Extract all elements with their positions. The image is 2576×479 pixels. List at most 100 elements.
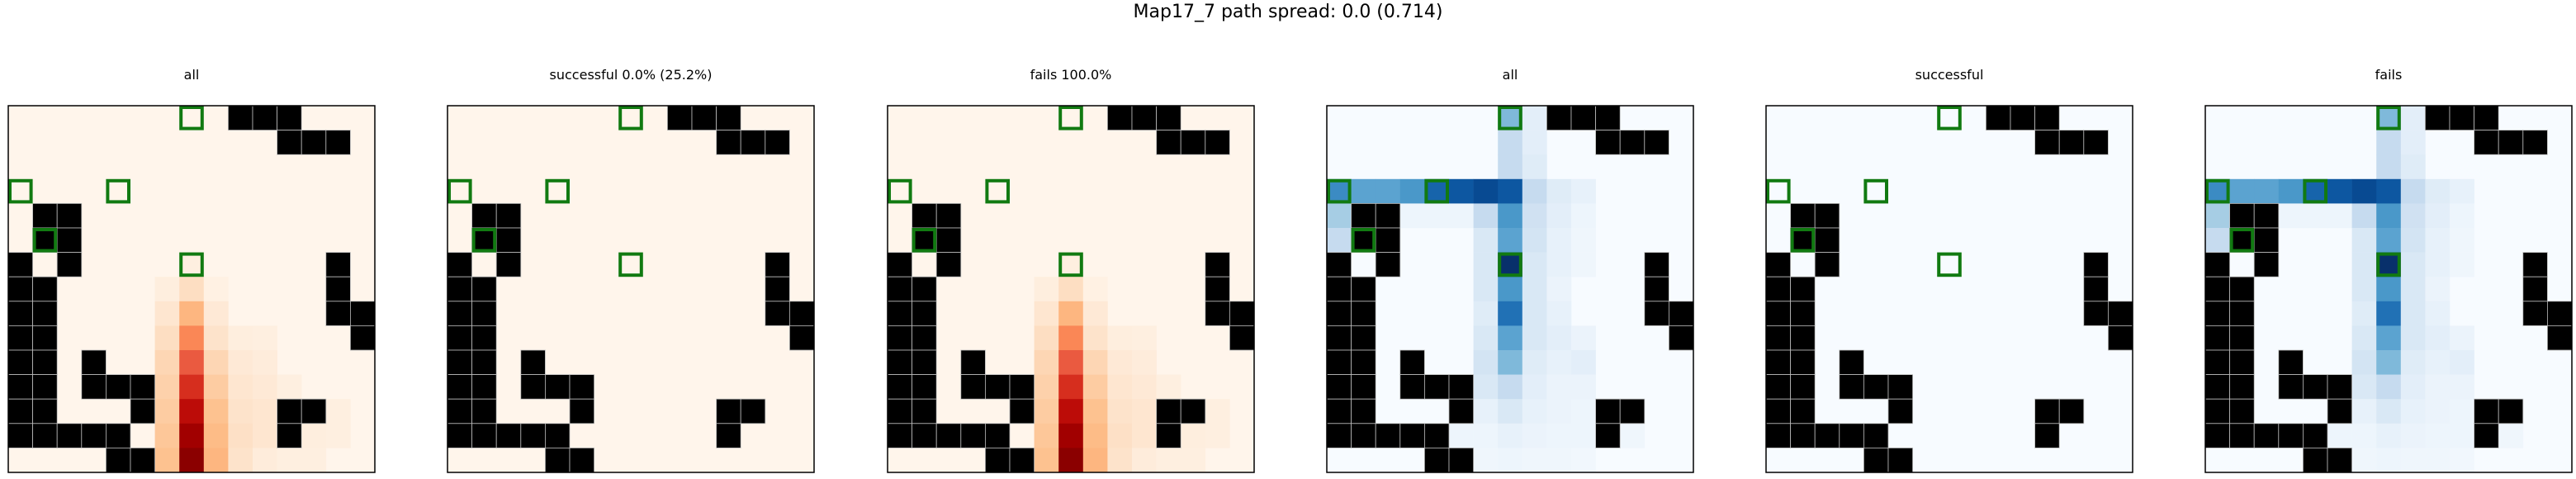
- wall-cell: [325, 252, 351, 277]
- wall-cell: [2253, 227, 2280, 254]
- heat-cell: [325, 423, 351, 448]
- wall-cell: [2522, 252, 2548, 277]
- wall-cell: [2083, 301, 2109, 326]
- wall-cell: [1839, 349, 1864, 376]
- heat-cell: [1424, 203, 1450, 229]
- wall-cell: [1424, 374, 1450, 400]
- heat-cell: [1498, 448, 1523, 473]
- heat-cell: [228, 374, 253, 400]
- heat-cell: [179, 301, 205, 326]
- wall-cell: [447, 276, 473, 302]
- wall-cell: [1399, 349, 1425, 376]
- wall-cell: [887, 349, 913, 376]
- heat-cell: [1546, 277, 1572, 302]
- wall-cell: [1595, 423, 1621, 448]
- wall-cell: [1790, 423, 1816, 448]
- wall-cell: [1644, 252, 1669, 277]
- goal-marker: [2376, 106, 2401, 130]
- wall-cell: [447, 301, 473, 326]
- wall-cell: [2083, 276, 2109, 302]
- heat-cell: [1546, 203, 1572, 229]
- heat-cell: [1522, 325, 1547, 351]
- wall-cell: [2204, 325, 2231, 351]
- heat-cell: [1498, 399, 1523, 424]
- wall-cell: [912, 398, 937, 424]
- heat-cell: [2327, 178, 2352, 204]
- heat-cell: [1107, 423, 1133, 448]
- wall-cell: [765, 276, 790, 302]
- wall-cell: [545, 448, 571, 473]
- panel-frame: [887, 105, 1255, 473]
- heat-cell: [1327, 203, 1352, 229]
- wall-cell: [325, 130, 351, 155]
- heatmap-panel-1: [7, 105, 376, 473]
- heat-cell: [179, 399, 205, 424]
- wall-cell: [520, 423, 546, 448]
- heat-cell: [1058, 423, 1084, 448]
- heat-cell: [203, 423, 229, 448]
- heat-cell: [1571, 203, 1596, 229]
- heat-cell: [1498, 423, 1523, 448]
- wall-cell: [520, 349, 546, 376]
- wall-cell: [765, 301, 790, 326]
- heatmap-panel-6: [2204, 105, 2573, 473]
- heat-cell: [1449, 178, 1474, 204]
- heat-cell: [325, 399, 351, 424]
- heat-cell: [154, 350, 180, 375]
- heat-cell: [2400, 130, 2426, 155]
- wall-cell: [789, 301, 815, 326]
- heat-cell: [1082, 448, 1108, 473]
- heat-cell: [1132, 374, 1157, 400]
- wall-cell: [1351, 423, 1376, 448]
- goal-marker: [2376, 252, 2401, 277]
- goal-marker: [8, 178, 33, 204]
- wall-cell: [716, 398, 741, 424]
- wall-cell: [277, 130, 302, 155]
- wall-cell: [277, 398, 302, 424]
- wall-cell: [7, 349, 34, 376]
- panel-title-1: all: [183, 67, 200, 83]
- wall-cell: [1765, 276, 1792, 302]
- heat-cell: [1571, 374, 1596, 400]
- wall-cell: [1790, 227, 1816, 254]
- heat-cell: [179, 252, 205, 277]
- heat-cell: [2425, 374, 2451, 400]
- wall-cell: [912, 202, 937, 229]
- heat-cell: [2278, 178, 2304, 204]
- heat-cell: [1522, 106, 1547, 130]
- wall-cell: [471, 423, 497, 448]
- heat-cell: [2425, 277, 2451, 302]
- heat-cell: [2498, 423, 2524, 448]
- heat-cell: [253, 350, 277, 375]
- heat-cell: [1473, 301, 1499, 326]
- heat-cell: [1546, 178, 1572, 204]
- wall-cell: [2424, 105, 2451, 131]
- wall-cell: [2083, 252, 2109, 277]
- wall-cell: [1790, 374, 1816, 400]
- heat-cell: [1571, 325, 1596, 351]
- wall-cell: [1595, 130, 1621, 155]
- heat-cell: [203, 399, 229, 424]
- heat-cell: [1449, 423, 1474, 448]
- heat-cell: [1132, 325, 1157, 351]
- goal-marker: [2303, 178, 2327, 204]
- heat-cell: [2400, 325, 2426, 351]
- wall-cell: [765, 252, 790, 277]
- heat-cell: [2400, 277, 2426, 302]
- heat-cell: [154, 399, 180, 424]
- goal-marker: [179, 106, 204, 130]
- wall-cell: [1887, 398, 1914, 424]
- wall-cell: [1595, 398, 1621, 424]
- wall-cell: [495, 202, 522, 229]
- heat-cell: [2450, 325, 2474, 351]
- heat-cell: [1351, 178, 1376, 204]
- heat-cell: [154, 423, 180, 448]
- goal-marker: [912, 228, 937, 253]
- wall-cell: [1619, 130, 1646, 155]
- heat-cell: [1473, 203, 1499, 229]
- wall-cell: [740, 130, 766, 155]
- wall-cell: [1644, 130, 1669, 155]
- wall-cell: [130, 448, 156, 473]
- panel-title-6: fails: [2375, 67, 2403, 83]
- wall-cell: [1205, 276, 1230, 302]
